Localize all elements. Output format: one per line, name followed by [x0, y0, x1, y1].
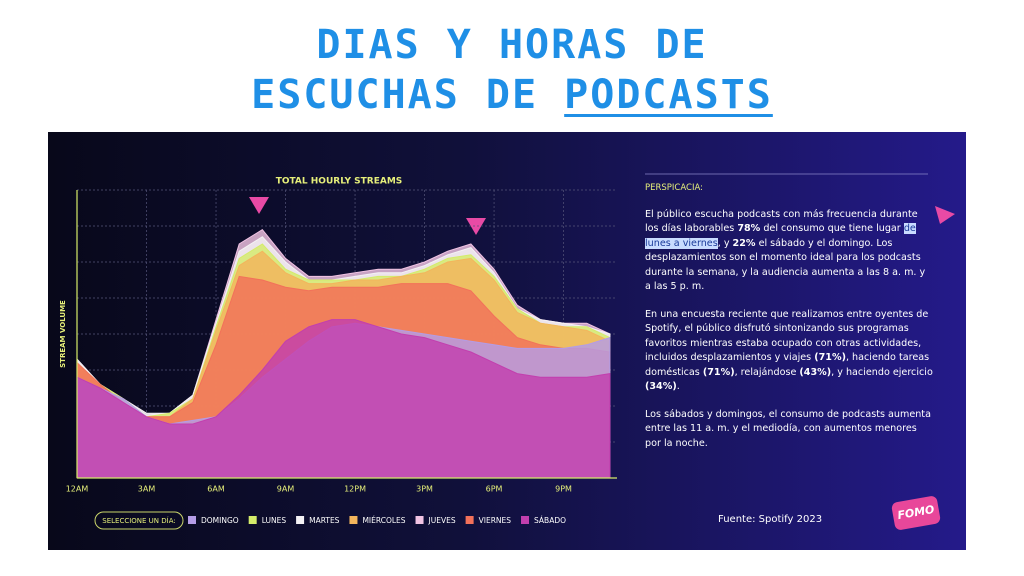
- legend-label: VIERNES: [479, 516, 512, 525]
- legend-swatch: [465, 516, 474, 524]
- text: .: [676, 381, 680, 392]
- x-tick-label: 9PM: [555, 485, 572, 494]
- legend-label: SÁBADO: [534, 516, 566, 525]
- text: 22%: [732, 237, 756, 249]
- x-tick-label: 12PM: [344, 485, 366, 494]
- text: (71%): [814, 352, 846, 363]
- paragraph: Los sábados y domingos, el consumo de po…: [645, 408, 931, 449]
- legend-label: MARTES: [309, 516, 340, 525]
- legend-swatch: [521, 516, 530, 524]
- text: El público escucha podcasts con más frec…: [645, 208, 918, 235]
- insight-label: PERSPICACIA:: [645, 183, 704, 193]
- x-tick-label: 12AM: [66, 485, 89, 494]
- y-axis-label: STREAM VOLUME: [59, 300, 67, 368]
- text: En una encuesta reciente que realizamos …: [645, 308, 929, 364]
- text: , y haciendo ejercicio: [831, 366, 933, 378]
- text: 78%: [737, 223, 761, 234]
- text: el sábado y el domingo. Los desplazamien…: [645, 237, 926, 293]
- x-tick-label: 3PM: [416, 485, 433, 494]
- paragraph: El público escucha podcasts con más frec…: [645, 208, 933, 295]
- text: , y: [717, 237, 733, 249]
- legend-label: LUNES: [262, 516, 287, 525]
- legend-label: MIÉRCOLES: [362, 516, 405, 525]
- legend-pill: [94, 511, 184, 530]
- text: , haciendo tareas domésticas: [645, 352, 930, 378]
- insight: PERSPICACIA: El público escucha podcasts…: [645, 181, 933, 464]
- x-tick-label: 6AM: [207, 485, 225, 494]
- chart-title: TOTAL HOURLY STREAMS: [276, 177, 403, 187]
- paragraph: En una encuesta reciente que realizamos …: [645, 308, 933, 395]
- legend-swatch: [415, 516, 424, 524]
- legend-label: JUEVES: [428, 516, 456, 525]
- text: (71%): [702, 366, 735, 378]
- legend-swatch: [296, 516, 305, 524]
- peak-marker: [249, 197, 269, 214]
- title-line: DIAS Y HORAS DE: [316, 22, 708, 68]
- title-text: ESCUCHAS DE: [251, 72, 539, 118]
- text: (34%): [645, 381, 677, 392]
- x-tick-label: 3AM: [138, 485, 156, 494]
- title-line: ESCUCHAS DE PODCASTS: [0, 72, 1024, 118]
- peak-marker: [466, 218, 486, 235]
- legend-swatch: [349, 516, 358, 524]
- legend-label: DOMINGO: [201, 516, 239, 525]
- title-highlight: PODCASTS: [564, 72, 773, 118]
- text: (43%): [799, 366, 832, 378]
- source: Fuente: Spotify 2023: [718, 514, 823, 525]
- text: , relajándose: [734, 366, 800, 378]
- legend-title: SELECCIONE UN DÍA:: [102, 516, 176, 525]
- x-tick-label: 6PM: [486, 485, 503, 494]
- decoration: [935, 206, 955, 224]
- x-tick-label: 9AM: [277, 485, 295, 494]
- legend-swatch: [248, 516, 257, 524]
- legend-swatch: [188, 516, 196, 524]
- text: del consumo que tiene lugar: [760, 223, 904, 234]
- area: [76, 319, 611, 479]
